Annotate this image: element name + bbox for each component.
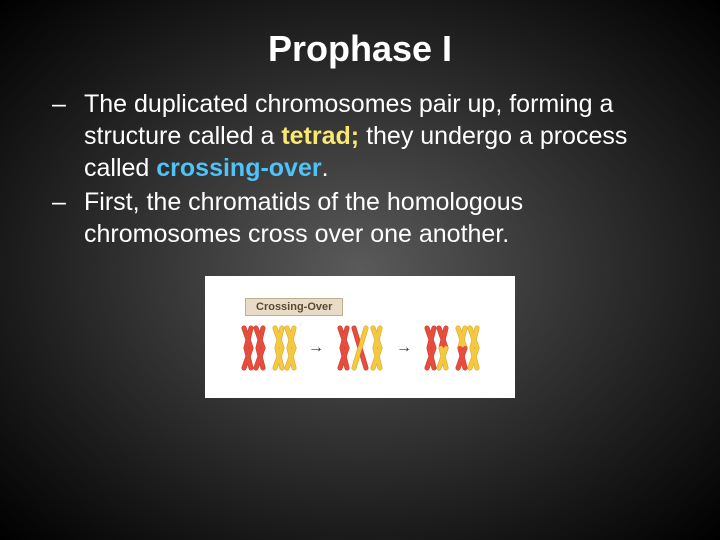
stage-3 (422, 324, 481, 372)
bullet-dash: – (48, 88, 84, 184)
stage-1 (239, 324, 298, 372)
chromosome-red-pair-icon (239, 324, 267, 372)
crossing-over-diagram: Crossing-Over (205, 276, 515, 398)
bullet-text: The duplicated chromosomes pair up, form… (84, 88, 684, 184)
bullet-dash: – (48, 186, 84, 250)
diagram-stages: → (239, 324, 481, 372)
chromosome-recombined-right-icon (453, 324, 481, 372)
bullet-text-seg3: . (322, 154, 329, 182)
keyword-tetrad: tetrad; (281, 122, 359, 150)
stage-2 (334, 324, 386, 372)
arrow-icon: → (396, 339, 412, 357)
bullet-item: – First, the chromatids of the homologou… (48, 186, 684, 250)
diagram-label: Crossing-Over (245, 298, 343, 316)
slide: Prophase I – The duplicated chromosomes … (0, 0, 720, 540)
arrow-icon: → (308, 339, 324, 357)
tetrad-crossing-icon (334, 324, 386, 372)
chromosome-recombined-left-icon (422, 324, 450, 372)
chromosome-yellow-pair-icon (270, 324, 298, 372)
bullet-item: – The duplicated chromosomes pair up, fo… (48, 88, 684, 184)
bullet-text: First, the chromatids of the homologous … (84, 186, 684, 250)
keyword-crossing-over: crossing-over (156, 154, 321, 182)
diagram-container: Crossing-Over (36, 276, 684, 398)
page-title: Prophase I (36, 28, 684, 70)
bullet-list: – The duplicated chromosomes pair up, fo… (36, 88, 684, 250)
